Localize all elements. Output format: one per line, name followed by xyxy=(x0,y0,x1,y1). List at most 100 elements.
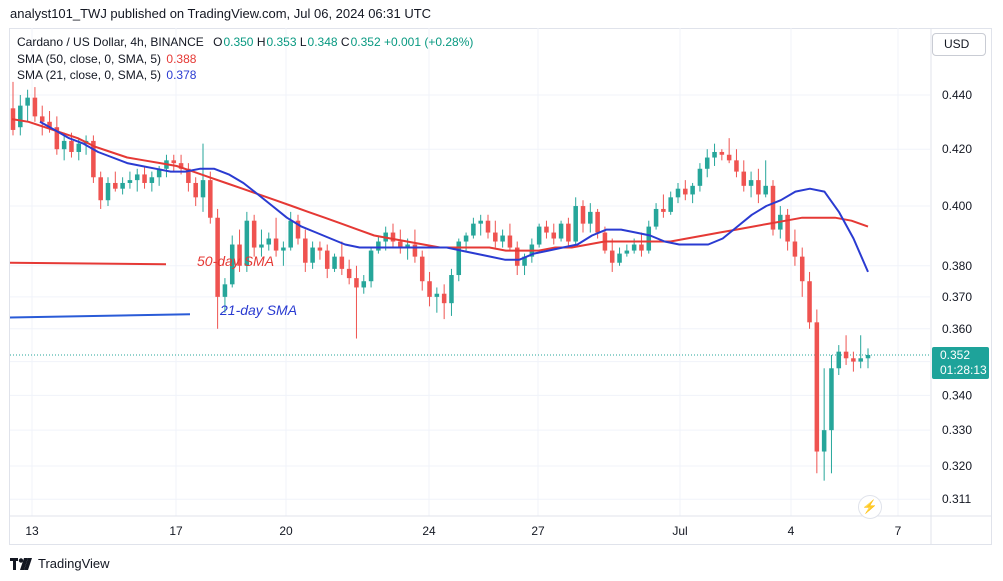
candle-body xyxy=(829,368,834,431)
candle-body xyxy=(821,430,827,452)
candle-body xyxy=(463,235,469,242)
y-tick-label: 0.340 xyxy=(942,388,972,402)
candle-body xyxy=(595,211,600,233)
annotation-line xyxy=(9,261,167,266)
candle-body xyxy=(544,226,549,233)
lightning-icon[interactable]: ⚡ xyxy=(858,495,882,519)
candle-body xyxy=(25,97,30,106)
candle-body xyxy=(303,238,308,263)
candle-body xyxy=(814,322,820,452)
candle-body xyxy=(149,177,155,183)
candle-body xyxy=(704,157,710,169)
sma21-label: SMA (21, close, 0, SMA, 5) xyxy=(17,68,162,82)
candle-body xyxy=(836,351,842,369)
candle-body xyxy=(47,121,52,128)
candle-body xyxy=(251,220,257,248)
candle-body xyxy=(661,208,666,212)
candle-body xyxy=(54,127,60,150)
candle-body xyxy=(471,223,476,236)
y-tick-label: 0.320 xyxy=(942,459,972,473)
candle-body xyxy=(376,241,381,251)
candle-body xyxy=(324,250,330,269)
x-tick-label: 13 xyxy=(25,524,39,538)
candle-body xyxy=(222,284,228,297)
candle-body xyxy=(631,244,637,251)
candle-body xyxy=(507,235,513,248)
candle-body xyxy=(178,163,184,169)
candle-body xyxy=(785,214,790,242)
candle-body xyxy=(419,256,425,282)
candle-body xyxy=(39,116,45,122)
candle-body xyxy=(683,188,688,195)
y-tick-label: 0.330 xyxy=(942,423,972,437)
candle-body xyxy=(558,223,564,239)
candle-body xyxy=(405,244,410,248)
candle-body xyxy=(288,220,293,248)
candle-body xyxy=(113,182,118,189)
candle-body xyxy=(763,185,768,195)
symbol-name[interactable]: Cardano / US Dollar, 4h, BINANCE xyxy=(17,35,204,49)
candle-body xyxy=(770,185,776,230)
candle-body xyxy=(32,97,38,117)
footer-brand: TradingView xyxy=(10,556,110,571)
candle-body xyxy=(719,151,725,155)
candle-body xyxy=(398,241,403,248)
candle-body xyxy=(792,241,798,257)
candle-body xyxy=(127,180,133,183)
candle-body xyxy=(697,168,703,186)
candle-body xyxy=(726,154,732,161)
candle-body xyxy=(390,232,396,242)
candle-body xyxy=(741,171,747,186)
low-value: 0.348 xyxy=(307,35,338,49)
candle-body xyxy=(346,268,352,279)
candle-body xyxy=(120,182,125,189)
open-label: O xyxy=(213,35,223,49)
candle-body xyxy=(295,220,301,239)
candle-body xyxy=(456,241,462,276)
candle-body xyxy=(76,143,82,152)
candle-body xyxy=(865,354,871,359)
sma50-line xyxy=(11,118,869,252)
legend-sma21-row[interactable]: SMA (21, close, 0, SMA, 5) 0.378 xyxy=(17,67,473,84)
chart-frame xyxy=(9,28,992,545)
sma50-value: 0.388 xyxy=(166,51,197,66)
candle-body xyxy=(734,160,739,172)
sma21-line xyxy=(39,120,869,273)
candle-body xyxy=(134,174,140,181)
candle-body xyxy=(500,235,505,242)
candle-body xyxy=(339,256,345,269)
candle-body xyxy=(748,180,754,186)
sma21-annotation: 21-day SMA xyxy=(220,302,298,318)
candle-body xyxy=(551,232,557,239)
change-value: +0.001 (+0.28%) xyxy=(383,35,474,49)
candle-body xyxy=(310,247,315,263)
open-value: 0.350 xyxy=(223,35,254,49)
candle-body xyxy=(573,206,578,242)
tradingview-logo-icon xyxy=(10,557,32,570)
candle-body xyxy=(434,293,440,297)
candle-body xyxy=(142,174,147,183)
x-tick-label: 7 xyxy=(895,524,902,538)
last-price-tag: 0.352 01:28:13 xyxy=(932,347,989,379)
candle-body xyxy=(712,151,717,158)
y-tick-label: 0.370 xyxy=(942,290,972,304)
candle-body xyxy=(609,250,615,263)
candle-body xyxy=(653,208,659,227)
candle-body xyxy=(427,281,432,297)
candle-body xyxy=(229,244,235,285)
candle-body xyxy=(566,223,571,242)
high-label: H xyxy=(256,35,266,49)
x-tick-label: 17 xyxy=(169,524,183,538)
x-tick-label: 20 xyxy=(279,524,293,538)
candle-body xyxy=(208,180,213,218)
footer-brand-name: TradingView xyxy=(38,556,110,571)
legend-sma50-row[interactable]: SMA (50, close, 0, SMA, 5) 0.388 xyxy=(17,51,473,68)
candle-body xyxy=(332,256,337,269)
currency-button[interactable]: USD xyxy=(932,33,986,56)
low-label: L xyxy=(299,35,307,49)
candle-body xyxy=(514,247,520,266)
sma50-label: SMA (50, close, 0, SMA, 5) xyxy=(17,51,162,66)
candle-body xyxy=(493,232,498,242)
candle-body xyxy=(449,275,454,304)
